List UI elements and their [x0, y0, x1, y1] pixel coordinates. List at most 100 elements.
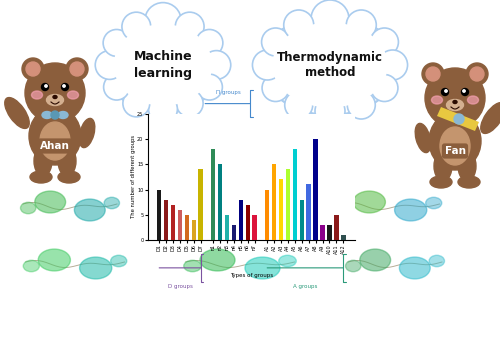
- Ellipse shape: [200, 249, 235, 271]
- Circle shape: [45, 85, 47, 87]
- Circle shape: [148, 95, 178, 123]
- Text: Ahan: Ahan: [40, 141, 70, 151]
- Text: D groups: D groups: [168, 284, 192, 289]
- Ellipse shape: [58, 146, 76, 176]
- Ellipse shape: [446, 100, 464, 110]
- Ellipse shape: [104, 197, 120, 209]
- Circle shape: [346, 10, 376, 40]
- Bar: [211, 149, 216, 240]
- Bar: [238, 200, 243, 240]
- Bar: [246, 205, 250, 240]
- Circle shape: [262, 74, 289, 101]
- Ellipse shape: [426, 197, 442, 209]
- Y-axis label: The number of different groups: The number of different groups: [130, 135, 136, 218]
- Ellipse shape: [415, 123, 431, 153]
- Ellipse shape: [353, 191, 386, 213]
- Bar: [218, 164, 222, 240]
- Bar: [272, 164, 276, 240]
- Ellipse shape: [338, 202, 354, 214]
- Ellipse shape: [34, 146, 52, 176]
- Ellipse shape: [46, 95, 64, 105]
- Bar: [279, 179, 283, 240]
- Circle shape: [22, 58, 44, 80]
- Bar: [292, 149, 297, 240]
- Ellipse shape: [29, 107, 81, 165]
- Circle shape: [284, 10, 314, 40]
- Ellipse shape: [38, 249, 70, 271]
- Bar: [232, 225, 236, 240]
- Ellipse shape: [68, 91, 78, 99]
- Circle shape: [422, 63, 444, 85]
- Text: Fan: Fan: [444, 146, 466, 156]
- Ellipse shape: [458, 176, 480, 188]
- Bar: [192, 220, 196, 240]
- X-axis label: Types of groups: Types of groups: [230, 273, 273, 278]
- Ellipse shape: [105, 17, 221, 113]
- Bar: [171, 205, 175, 240]
- Circle shape: [252, 50, 282, 80]
- Ellipse shape: [32, 91, 42, 99]
- Ellipse shape: [110, 255, 127, 267]
- Ellipse shape: [30, 171, 52, 183]
- Circle shape: [196, 74, 222, 100]
- Circle shape: [202, 51, 231, 79]
- Circle shape: [51, 111, 59, 119]
- Circle shape: [454, 114, 464, 124]
- Circle shape: [26, 62, 40, 76]
- Ellipse shape: [42, 112, 52, 118]
- Ellipse shape: [58, 171, 80, 183]
- Circle shape: [462, 88, 468, 96]
- Text: Π groups: Π groups: [216, 90, 241, 95]
- Circle shape: [311, 0, 349, 38]
- Ellipse shape: [453, 100, 457, 104]
- Circle shape: [104, 74, 130, 100]
- Bar: [164, 200, 168, 240]
- Ellipse shape: [176, 202, 194, 214]
- Circle shape: [284, 91, 312, 119]
- Circle shape: [463, 90, 465, 92]
- Circle shape: [63, 85, 65, 87]
- Ellipse shape: [240, 199, 277, 221]
- Circle shape: [95, 51, 124, 79]
- Circle shape: [70, 62, 84, 76]
- Ellipse shape: [53, 96, 57, 99]
- Circle shape: [371, 74, 398, 101]
- Circle shape: [445, 90, 447, 92]
- Circle shape: [196, 30, 223, 56]
- Ellipse shape: [272, 22, 388, 108]
- Bar: [327, 225, 332, 240]
- Ellipse shape: [114, 24, 212, 106]
- Ellipse shape: [40, 122, 70, 160]
- Polygon shape: [437, 107, 479, 131]
- Bar: [252, 215, 257, 240]
- Ellipse shape: [394, 199, 427, 221]
- Bar: [286, 169, 290, 240]
- Ellipse shape: [79, 118, 95, 148]
- Bar: [198, 169, 203, 240]
- Bar: [334, 215, 338, 240]
- Bar: [184, 215, 189, 240]
- Circle shape: [62, 83, 68, 91]
- Ellipse shape: [74, 199, 105, 221]
- Ellipse shape: [245, 257, 280, 279]
- Text: Thermodynamic
method: Thermodynamic method: [277, 51, 383, 79]
- Ellipse shape: [58, 112, 68, 118]
- Bar: [341, 235, 345, 240]
- Text: A groups: A groups: [293, 284, 318, 289]
- Circle shape: [262, 28, 289, 56]
- Circle shape: [442, 88, 448, 96]
- Circle shape: [348, 91, 376, 119]
- Circle shape: [378, 50, 408, 80]
- Circle shape: [176, 90, 203, 117]
- Circle shape: [176, 12, 204, 41]
- Ellipse shape: [23, 260, 40, 272]
- Ellipse shape: [429, 255, 444, 267]
- Ellipse shape: [468, 96, 478, 104]
- Bar: [314, 139, 318, 240]
- Circle shape: [470, 67, 484, 81]
- Circle shape: [42, 83, 48, 91]
- Circle shape: [370, 28, 398, 56]
- Ellipse shape: [80, 257, 112, 279]
- Circle shape: [103, 30, 130, 56]
- Circle shape: [425, 68, 485, 128]
